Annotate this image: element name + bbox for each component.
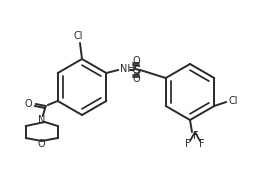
- Text: O: O: [132, 56, 140, 66]
- Text: F: F: [193, 131, 199, 141]
- Text: O: O: [38, 139, 46, 149]
- Text: O: O: [132, 74, 140, 84]
- Text: S: S: [132, 64, 141, 76]
- Text: Cl: Cl: [228, 96, 238, 106]
- Text: NH: NH: [120, 64, 135, 74]
- Text: N: N: [38, 115, 45, 125]
- Text: F: F: [199, 139, 205, 149]
- Text: O: O: [24, 99, 32, 109]
- Text: F: F: [185, 139, 191, 149]
- Text: Cl: Cl: [73, 31, 83, 41]
